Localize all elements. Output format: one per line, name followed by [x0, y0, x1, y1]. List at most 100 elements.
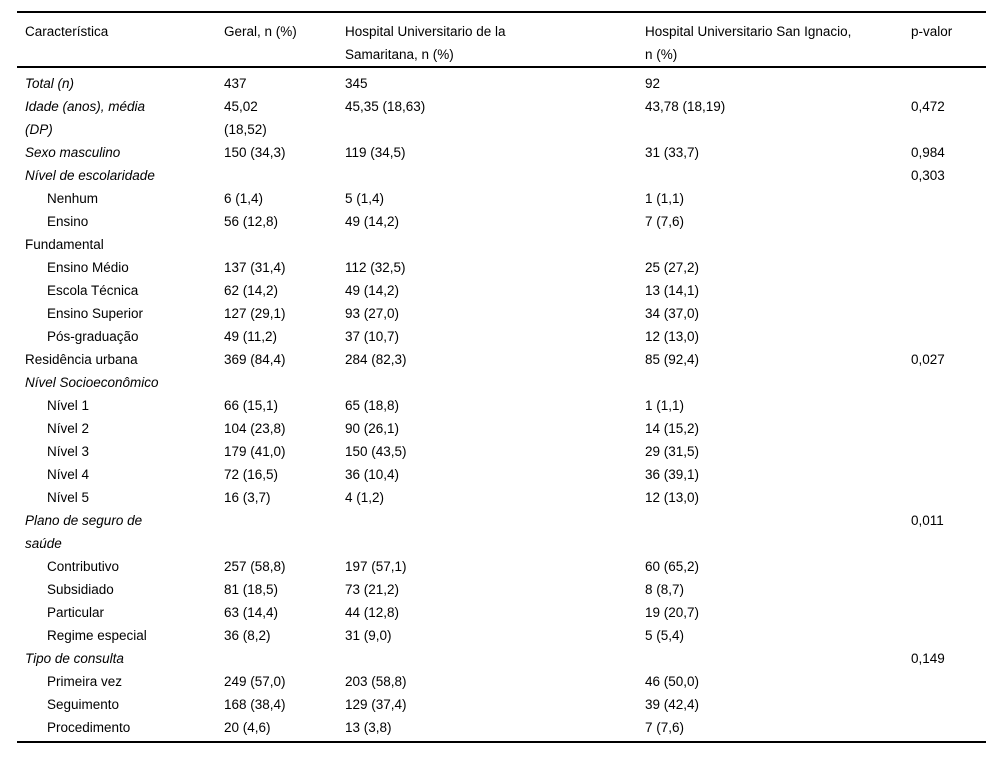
cell-samaritana: 93 (27,0) — [345, 306, 400, 321]
cell-p-valor — [903, 716, 986, 742]
cell-geral — [216, 164, 337, 187]
cell-samaritana: 65 (18,8) — [345, 398, 400, 413]
cell-caracteristica: Subsidiado — [47, 582, 114, 597]
cell-san-ignacio: 85 (92,4) — [645, 352, 700, 367]
cell-p-valor — [903, 302, 986, 325]
cell-p-valor — [903, 187, 986, 210]
cell-geral: 20 (4,6) — [224, 720, 271, 735]
cell-p-valor — [903, 210, 986, 256]
table-row: Escola Técnica 62 (14,2) 49 (14,2) 13 (1… — [17, 279, 986, 302]
cell-p-valor: 0,011 — [911, 513, 944, 528]
cell-geral: 36 (8,2) — [224, 628, 271, 643]
table-row: Pós-graduação 49 (11,2) 37 (10,7) 12 (13… — [17, 325, 986, 348]
table-row: Ensino Fundamental 56 (12,8) 49 (14,2) 7… — [17, 210, 986, 256]
cell-caracteristica: Procedimento — [47, 720, 131, 735]
cell-geral: 6 (1,4) — [224, 191, 264, 206]
cell-p-valor — [903, 279, 986, 302]
cell-geral: 369 (84,4) — [224, 352, 286, 367]
cell-caracteristica: Nível 4 — [47, 467, 90, 482]
column-header-caracteristica: Característica — [25, 24, 109, 39]
header-row: Característica Geral, n (%) Hospital Uni… — [17, 12, 986, 67]
cell-geral: 437 — [224, 76, 247, 91]
cell-caracteristica: Nível 1 — [47, 398, 90, 413]
table-row: Nível de escolaridade 0,303 — [17, 164, 986, 187]
cell-geral: 45,02 (18,52) — [224, 99, 267, 137]
cell-p-valor — [903, 417, 986, 440]
cell-caracteristica: Sexo masculino — [25, 145, 121, 160]
cell-san-ignacio: 5 (5,4) — [645, 628, 685, 643]
table-row: Nenhum 6 (1,4) 5 (1,4) 1 (1,1) — [17, 187, 986, 210]
table-row: Subsidiado 81 (18,5) 73 (21,2) 8 (8,7) — [17, 578, 986, 601]
cell-samaritana — [337, 509, 637, 555]
cell-caracteristica: Nível Socioeconômico — [25, 375, 159, 390]
cell-san-ignacio: 34 (37,0) — [645, 306, 700, 321]
cell-p-valor — [903, 67, 986, 95]
cell-san-ignacio — [637, 164, 903, 187]
table-row: Nível 5 16 (3,7) 4 (1,2) 12 (13,0) — [17, 486, 986, 509]
cell-geral: 150 (34,3) — [224, 145, 286, 160]
table-row: Sexo masculino 150 (34,3) 119 (34,5) 31 … — [17, 141, 986, 164]
characteristics-table: Característica Geral, n (%) Hospital Uni… — [17, 11, 986, 743]
cell-samaritana — [337, 647, 637, 670]
table-row: Plano de seguro de saúde 0,011 — [17, 509, 986, 555]
cell-samaritana — [337, 371, 637, 394]
cell-geral — [216, 647, 337, 670]
cell-p-valor — [903, 256, 986, 279]
cell-samaritana: 31 (9,0) — [345, 628, 392, 643]
cell-san-ignacio: 12 (13,0) — [645, 490, 700, 505]
table-row: Residência urbana 369 (84,4) 284 (82,3) … — [17, 348, 986, 371]
cell-samaritana: 49 (14,2) — [345, 214, 400, 229]
cell-p-valor: 0,303 — [911, 168, 945, 183]
table-row: Ensino Médio 137 (31,4) 112 (32,5) 25 (2… — [17, 256, 986, 279]
cell-geral: 56 (12,8) — [224, 214, 279, 229]
table-row: Particular 63 (14,4) 44 (12,8) 19 (20,7) — [17, 601, 986, 624]
cell-san-ignacio — [637, 371, 903, 394]
table-header: Característica Geral, n (%) Hospital Uni… — [17, 12, 986, 67]
cell-samaritana: 5 (1,4) — [345, 191, 385, 206]
cell-san-ignacio: 92 — [645, 76, 661, 91]
cell-p-valor — [903, 371, 986, 394]
cell-caracteristica: Primeira vez — [47, 674, 123, 689]
cell-samaritana: 45,35 (18,63) — [345, 99, 426, 114]
cell-san-ignacio: 8 (8,7) — [645, 582, 685, 597]
table-row: Nível 4 72 (16,5) 36 (10,4) 36 (39,1) — [17, 463, 986, 486]
cell-samaritana: 73 (21,2) — [345, 582, 400, 597]
cell-geral: 16 (3,7) — [224, 490, 271, 505]
cell-p-valor — [903, 440, 986, 463]
cell-san-ignacio: 14 (15,2) — [645, 421, 700, 436]
column-header-san-ignacio: Hospital Universitario San Ignacio, n (%… — [645, 24, 852, 62]
cell-samaritana: 112 (32,5) — [345, 260, 406, 275]
cell-p-valor: 0,472 — [911, 99, 945, 114]
cell-p-valor — [903, 601, 986, 624]
cell-samaritana: 119 (34,5) — [345, 145, 406, 160]
cell-samaritana — [337, 164, 637, 187]
cell-caracteristica: Contributivo — [47, 559, 120, 574]
cell-samaritana: 345 — [345, 76, 368, 91]
cell-p-valor — [903, 555, 986, 578]
cell-caracteristica: Tipo de consulta — [25, 651, 124, 666]
cell-caracteristica: Nível 2 — [47, 421, 90, 436]
table-row: Seguimento 168 (38,4) 129 (37,4) 39 (42,… — [17, 693, 986, 716]
cell-san-ignacio: 43,78 (18,19) — [645, 99, 726, 114]
cell-geral — [216, 371, 337, 394]
cell-geral: 63 (14,4) — [224, 605, 279, 620]
cell-geral: 66 (15,1) — [224, 398, 279, 413]
cell-san-ignacio: 46 (50,0) — [645, 674, 700, 689]
cell-samaritana: 13 (3,8) — [345, 720, 392, 735]
cell-samaritana: 284 (82,3) — [345, 352, 407, 367]
cell-geral: 168 (38,4) — [224, 697, 286, 712]
table-row: Contributivo 257 (58,8) 197 (57,1) 60 (6… — [17, 555, 986, 578]
cell-caracteristica: Total (n) — [25, 76, 75, 91]
cell-p-valor — [903, 624, 986, 647]
table-row: Nível 3 179 (41,0) 150 (43,5) 29 (31,5) — [17, 440, 986, 463]
cell-san-ignacio: 1 (1,1) — [645, 398, 685, 413]
column-header-p-valor: p-valor — [911, 24, 953, 39]
cell-samaritana: 37 (10,7) — [345, 329, 400, 344]
cell-san-ignacio: 12 (13,0) — [645, 329, 700, 344]
cell-geral: 249 (57,0) — [224, 674, 286, 689]
table-row: Nível 2 104 (23,8) 90 (26,1) 14 (15,2) — [17, 417, 986, 440]
cell-caracteristica: Ensino Superior — [47, 306, 144, 321]
document-page: Característica Geral, n (%) Hospital Uni… — [0, 11, 1000, 743]
cell-samaritana: 203 (58,8) — [345, 674, 407, 689]
cell-san-ignacio — [637, 647, 903, 670]
